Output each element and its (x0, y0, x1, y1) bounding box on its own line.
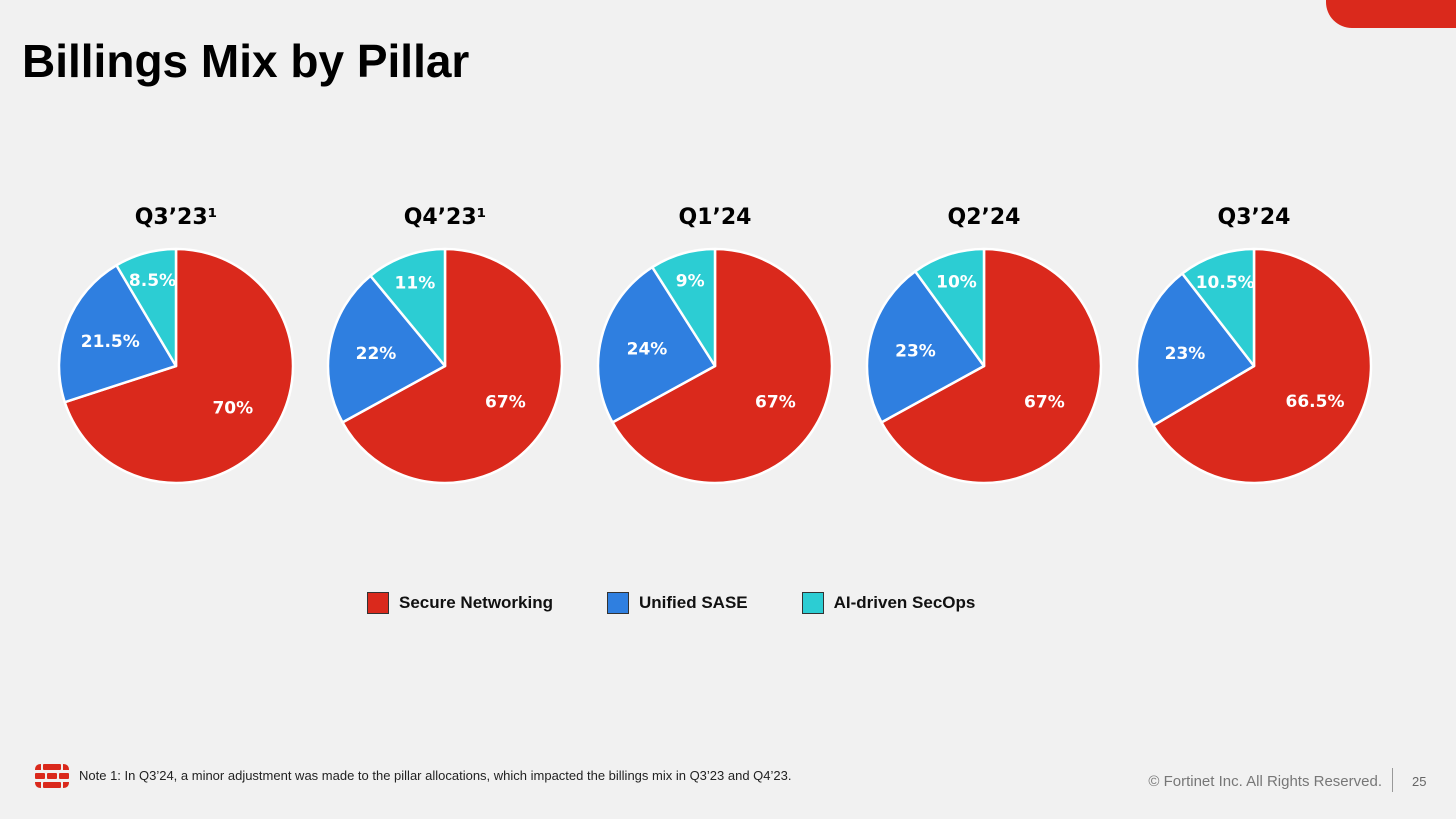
pie-data-label: 24% (627, 340, 668, 360)
pie-data-label: 10% (936, 272, 977, 292)
legend-label-unified-sase: Unified SASE (639, 593, 748, 612)
pie-title: Q3’23¹ (135, 205, 218, 230)
copyright-text: © Fortinet Inc. All Rights Reserved. (1148, 773, 1382, 790)
pie-data-label: 23% (895, 342, 936, 362)
pie-slice-unified-sase (326, 274, 447, 424)
pie-slice-ai-driven-secops (651, 247, 717, 368)
footer-divider (1392, 768, 1393, 792)
pie-slice-secure-networking (880, 247, 1103, 485)
pie-data-label: 66.5% (1286, 392, 1345, 412)
legend-swatch-unified-sase (607, 592, 629, 614)
pie-slice-secure-networking (1152, 247, 1373, 485)
legend-swatch-ai-driven-secops (801, 592, 824, 614)
pie-chart-1: Q3’23¹ 70% 21.5% 8.5% (57, 205, 295, 485)
pie-slice-ai-driven-secops (1181, 247, 1256, 368)
pie-data-label: 67% (485, 393, 526, 413)
pie-slice-ai-driven-secops (115, 247, 178, 368)
pie-title: Q3’24 (1218, 205, 1291, 230)
pie-title: Q2’24 (948, 205, 1021, 230)
pie-data-label: 9% (676, 272, 705, 292)
pie-slice-ai-driven-secops (369, 247, 447, 368)
pie-slice-unified-sase (1135, 272, 1256, 427)
legend: Secure Networking Unified SASE AI-driven… (367, 592, 975, 614)
pie-slice-unified-sase (865, 270, 986, 424)
pie-slice-secure-networking (341, 247, 564, 485)
pie-chart-4: Q2’24 67% 23% 10% (865, 205, 1103, 485)
legend-item-secure-networking: Secure Networking (367, 592, 553, 614)
pie-data-label: 22% (356, 344, 397, 364)
pie-data-label: 11% (395, 273, 436, 293)
pie-slice-unified-sase (596, 265, 717, 424)
pie-chart-5: Q3’24 66.5% 23% 10.5% (1135, 205, 1373, 485)
page-number: 25 (1412, 774, 1427, 789)
pie-title: Q1’24 (679, 205, 752, 230)
legend-item-ai-driven-secops: AI-driven SecOps (801, 592, 976, 614)
pie-data-label: 8.5% (129, 271, 176, 291)
footnote: Note 1: In Q3’24, a minor adjustment was… (79, 768, 792, 783)
pie-slice-unified-sase (57, 264, 178, 404)
legend-label-secure-networking: Secure Networking (399, 593, 553, 612)
corner-accent-tab (1326, 0, 1456, 28)
pie-slice-secure-networking (63, 247, 295, 485)
pie-slice-secure-networking (611, 247, 834, 485)
pie-chart-2: Q4’23¹ 67% 22% 11% (326, 205, 564, 485)
pie-data-label: 67% (1024, 393, 1065, 413)
pie-chart-3: Q1’24 67% 24% 9% (596, 205, 834, 485)
fortinet-logo-icon (35, 764, 69, 788)
legend-item-unified-sase: Unified SASE (607, 592, 748, 614)
pie-data-label: 10.5% (1196, 273, 1255, 293)
pie-data-label: 70% (212, 398, 253, 418)
slide-title: Billings Mix by Pillar (22, 35, 470, 87)
pie-slice-ai-driven-secops (913, 247, 986, 368)
pie-data-label: 21.5% (81, 332, 140, 352)
pie-data-label: 67% (755, 393, 796, 413)
legend-label-ai-driven-secops: AI-driven SecOps (833, 593, 976, 612)
legend-swatch-secure-networking (367, 592, 389, 614)
pie-data-label: 23% (1165, 344, 1206, 364)
pie-title: Q4’23¹ (404, 205, 487, 230)
